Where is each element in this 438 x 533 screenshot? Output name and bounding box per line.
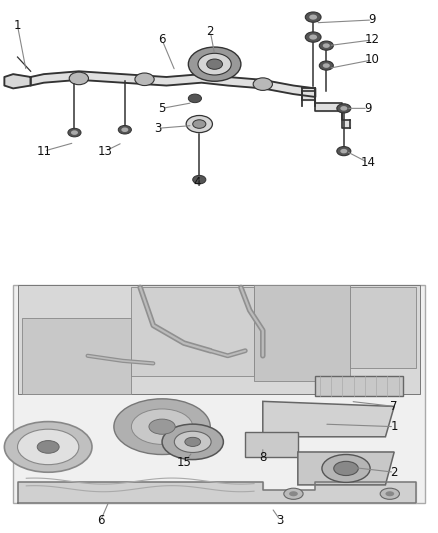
- Polygon shape: [302, 91, 350, 128]
- Circle shape: [114, 399, 210, 455]
- Text: 14: 14: [360, 156, 375, 169]
- Text: 6: 6: [158, 34, 166, 46]
- Polygon shape: [245, 432, 298, 457]
- Circle shape: [334, 462, 358, 475]
- Polygon shape: [298, 452, 394, 485]
- Polygon shape: [18, 285, 420, 394]
- Text: 7: 7: [390, 400, 398, 413]
- Circle shape: [68, 128, 81, 137]
- Text: 12: 12: [365, 34, 380, 46]
- Circle shape: [305, 32, 321, 42]
- Circle shape: [149, 419, 175, 434]
- Circle shape: [186, 116, 212, 133]
- Circle shape: [162, 424, 223, 459]
- Circle shape: [193, 120, 206, 128]
- Text: 8: 8: [259, 450, 266, 464]
- Circle shape: [207, 59, 223, 69]
- Text: 2: 2: [390, 466, 398, 479]
- Circle shape: [253, 78, 272, 91]
- Text: 15: 15: [177, 456, 191, 469]
- Circle shape: [198, 53, 231, 75]
- Text: 9: 9: [368, 13, 376, 27]
- Text: 10: 10: [365, 53, 380, 67]
- Polygon shape: [315, 376, 403, 397]
- Circle shape: [121, 127, 128, 132]
- Text: 3: 3: [277, 514, 284, 527]
- Circle shape: [37, 441, 59, 453]
- Polygon shape: [31, 71, 315, 97]
- Polygon shape: [263, 401, 394, 437]
- Circle shape: [385, 491, 394, 496]
- Polygon shape: [22, 318, 131, 394]
- Circle shape: [340, 149, 347, 154]
- Text: 3: 3: [154, 122, 161, 135]
- Circle shape: [118, 125, 131, 134]
- Text: 1: 1: [14, 19, 21, 32]
- Polygon shape: [254, 285, 350, 381]
- Circle shape: [305, 12, 321, 22]
- Text: 5: 5: [159, 102, 166, 115]
- Circle shape: [185, 437, 201, 447]
- Text: 9: 9: [364, 102, 372, 115]
- Polygon shape: [131, 287, 254, 376]
- Polygon shape: [4, 74, 31, 88]
- Polygon shape: [350, 287, 416, 368]
- Text: 11: 11: [36, 144, 51, 158]
- Circle shape: [319, 61, 333, 70]
- Circle shape: [323, 43, 330, 48]
- Text: 2: 2: [206, 25, 214, 38]
- Text: 4: 4: [193, 176, 201, 189]
- Circle shape: [319, 41, 333, 50]
- Circle shape: [322, 455, 370, 482]
- Text: 6: 6: [97, 514, 105, 527]
- Circle shape: [188, 47, 241, 81]
- Circle shape: [4, 422, 92, 472]
- Circle shape: [323, 63, 330, 68]
- Circle shape: [188, 94, 201, 103]
- Circle shape: [69, 72, 88, 85]
- Circle shape: [71, 130, 78, 135]
- Polygon shape: [18, 482, 416, 503]
- Circle shape: [309, 35, 317, 39]
- Circle shape: [289, 491, 298, 496]
- Circle shape: [193, 175, 206, 184]
- Circle shape: [337, 147, 351, 156]
- Text: 13: 13: [98, 144, 113, 158]
- Circle shape: [18, 429, 79, 465]
- Circle shape: [174, 431, 211, 453]
- Circle shape: [380, 488, 399, 499]
- Circle shape: [135, 73, 154, 86]
- FancyBboxPatch shape: [13, 285, 425, 503]
- Circle shape: [337, 104, 351, 113]
- Text: 1: 1: [390, 420, 398, 433]
- Circle shape: [284, 488, 303, 499]
- Circle shape: [340, 106, 347, 111]
- Circle shape: [131, 409, 193, 445]
- Circle shape: [309, 14, 317, 20]
